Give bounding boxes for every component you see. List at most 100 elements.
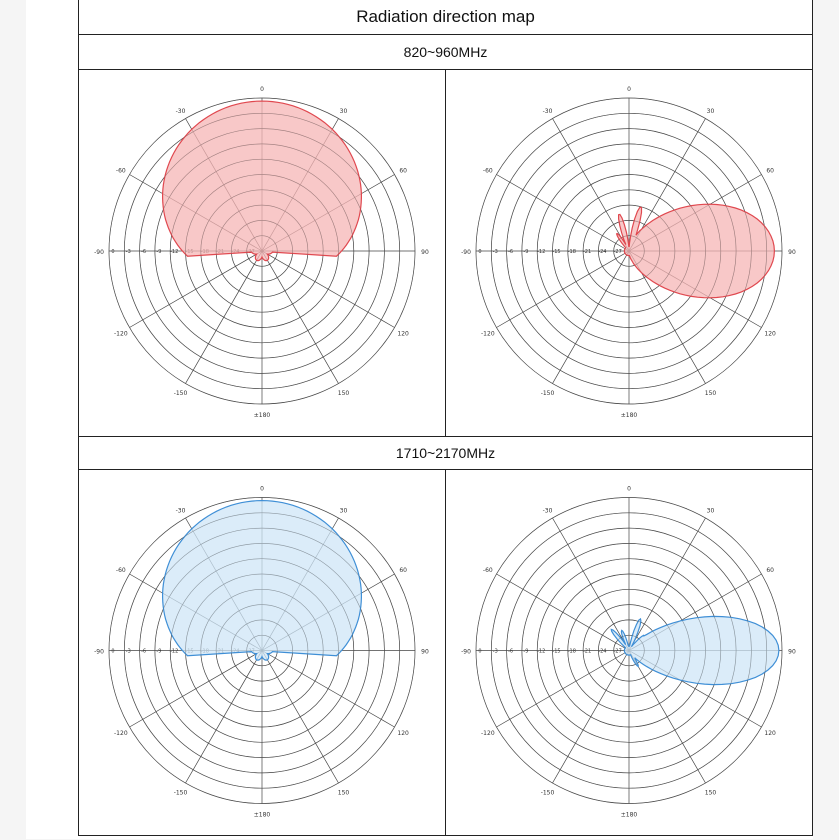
grid-ring-overlay <box>552 174 706 328</box>
grid-ring-overlay <box>598 619 660 682</box>
radial-tick-label: -12 <box>537 649 545 655</box>
angle-label: 150 <box>705 790 717 797</box>
angle-label: 90 <box>788 649 796 656</box>
table-title: Radiation direction map <box>79 0 812 35</box>
angle-label: 30 <box>340 507 348 514</box>
grid-ring-overlay <box>154 143 370 359</box>
grid-ring-overlay <box>537 159 721 343</box>
grid-spoke <box>496 174 630 252</box>
angle-label: -30 <box>176 507 186 514</box>
cell-divider <box>445 470 446 835</box>
radial-tick-label: -24 <box>598 649 606 655</box>
angle-label: 0 <box>260 86 264 93</box>
angle-label: -120 <box>114 730 128 737</box>
grid-spoke <box>496 650 630 728</box>
cell-divider <box>445 70 446 436</box>
radial-tick-label: -21 <box>583 249 591 255</box>
angle-label: 90 <box>421 249 429 256</box>
grid-ring-overlay <box>124 113 400 389</box>
radial-tick-label: -9 <box>156 649 161 655</box>
grid-spoke <box>552 517 630 651</box>
grid-spoke <box>552 250 630 384</box>
grid-ring-overlay <box>491 113 767 389</box>
grid-spoke <box>185 650 263 784</box>
grid-ring-overlay <box>215 204 309 298</box>
grid-ring-overlay <box>139 527 385 774</box>
angle-label: -90 <box>461 649 471 656</box>
angle-label: -60 <box>483 567 493 574</box>
angle-label: 0 <box>260 486 264 493</box>
angle-label: ±180 <box>254 412 271 419</box>
angle-label: 120 <box>764 331 776 338</box>
grid-spoke <box>552 650 630 784</box>
grid-spoke <box>261 650 339 784</box>
grid-ring-overlay <box>582 604 676 697</box>
radial-tick-label: -3 <box>126 249 131 255</box>
band-label-1: 820~960MHz <box>79 35 812 70</box>
angle-label: ±180 <box>621 412 638 419</box>
radial-tick-label: -12 <box>170 649 178 655</box>
grid-ring-overlay <box>170 159 354 343</box>
radial-tick-label: -24 <box>598 249 606 255</box>
radial-tick-label: -18 <box>568 249 576 255</box>
chart-cell-band1-right: 0 30 60 90 120 150 ±180 -150 -120 -90 -60 -30 0 -3 -6 -… <box>446 70 812 436</box>
grid-spoke <box>496 573 630 651</box>
radiation-pattern <box>162 100 362 262</box>
grid-spoke <box>129 250 263 328</box>
grid-ring-overlay <box>200 589 324 712</box>
angle-label: -120 <box>481 730 495 737</box>
radial-tick-label: -9 <box>156 249 161 255</box>
radial-tick-label: -6 <box>508 249 513 255</box>
radiation-pattern <box>162 499 362 661</box>
band-label-2: 1710~2170MHz <box>79 436 812 470</box>
grid-ring-overlay <box>139 128 385 374</box>
grid-ring-overlay <box>521 143 737 359</box>
angle-label: -30 <box>543 507 553 514</box>
radiation-pattern <box>615 203 776 299</box>
angle-label: 150 <box>705 390 717 397</box>
angle-label: 30 <box>340 108 348 115</box>
angle-label: -60 <box>116 168 126 175</box>
grid-ring-overlay <box>170 558 354 743</box>
angle-label: 60 <box>766 567 774 574</box>
grid-spoke <box>496 250 630 328</box>
angle-label: -150 <box>541 790 555 797</box>
document-sheet: Radiation direction map 820~960MHz 0 30 60… <box>26 0 813 839</box>
angle-label: -60 <box>116 567 126 574</box>
grid-spoke <box>129 650 263 728</box>
grid-ring-overlay <box>613 235 645 267</box>
radial-tick-label: -15 <box>552 649 560 655</box>
angle-label: -150 <box>174 790 188 797</box>
grid-ring-overlay <box>475 497 783 804</box>
angle-label: 120 <box>764 730 776 737</box>
polar-chart-band1-right: 0 30 60 90 120 150 ±180 -150 -120 -90 -60 -30 0 -3 -6 -… <box>461 86 796 419</box>
chart-cell-band1-left: 0 30 60 90 120 150 ±180 -150 -120 -90 -60 -30 0 -3 -6 -… <box>79 70 445 436</box>
radiation-table: Radiation direction map 820~960MHz 0 30 60… <box>78 0 813 836</box>
angle-label: ±180 <box>621 812 638 819</box>
angle-label: 90 <box>421 649 429 656</box>
grid-ring-overlay <box>124 512 400 789</box>
grid-ring-overlay <box>108 97 416 405</box>
grid-ring-overlay <box>521 543 737 758</box>
angle-label: 30 <box>707 507 715 514</box>
radial-tick-label: 0 <box>111 249 114 255</box>
grid-spoke <box>628 650 706 784</box>
radial-tick-label: 0 <box>478 249 481 255</box>
grid-ring-overlay <box>154 543 370 758</box>
angle-label: -120 <box>114 331 128 338</box>
grid-ring-overlay <box>598 220 660 282</box>
radial-tick-label: 0 <box>478 649 481 655</box>
radial-tick-label: -15 <box>552 249 560 255</box>
angle-label: 120 <box>397 730 409 737</box>
grid-ring-overlay <box>567 189 691 313</box>
chart-cell-band2-left: 0 30 60 90 120 150 ±180 -150 -120 -90 -60 -30 0 -3 -6 -… <box>79 470 445 835</box>
angle-label: 60 <box>766 168 774 175</box>
angle-label: 120 <box>397 331 409 338</box>
grid-ring-overlay <box>613 635 645 666</box>
angle-label: -90 <box>94 649 104 656</box>
grid-spoke <box>628 517 706 651</box>
grid-ring-overlay <box>215 604 309 697</box>
angle-label: 60 <box>399 567 407 574</box>
radial-tick-label: -3 <box>493 249 498 255</box>
radial-tick-label: -27 <box>614 249 622 255</box>
